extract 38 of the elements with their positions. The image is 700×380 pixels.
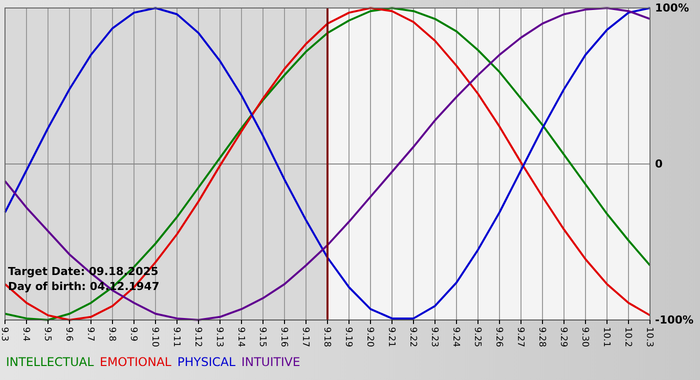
x-tick-label: 9.23 [428,327,439,348]
x-tick-label: 9.28 [536,327,546,348]
x-tick-label: 9.15 [256,327,267,348]
x-tick-label: 9.16 [278,327,288,348]
x-tick-label: 9.9 [128,327,138,342]
x-tick-label: 10.3 [644,327,654,348]
x-tick-label: 9.26 [493,327,504,348]
x-tick-label: 10.1 [600,327,611,348]
text: EMOTIONAL [100,355,172,369]
x-tick-label: 9.6 [63,327,74,342]
text: INTELLECTUAL [6,355,94,369]
y-tick-label: 100% [655,2,689,15]
y-tick-label: -100% [655,314,694,327]
x-tick-label: 9.3 [0,327,9,342]
x-tick-label: 9.7 [84,327,95,342]
x-tick-label: 9.10 [149,327,160,348]
x-tick-label: 9.11 [170,327,181,348]
x-tick-label: 9.12 [192,327,202,348]
x-tick-label: 9.22 [407,327,418,348]
x-tick-label: 9.20 [364,327,374,348]
x-tick-label: 9.25 [472,327,482,348]
text: INTUITIVE [241,355,300,369]
x-tick-label: 9.4 [20,327,30,342]
text: PHYSICAL [177,355,236,369]
y-tick-label: 0 [655,158,663,171]
x-tick-label: 9.18 [321,327,332,348]
x-tick-label: 9.30 [579,327,590,348]
x-tick-label: 9.29 [558,327,568,348]
x-tick-label: 9.21 [386,327,396,348]
x-tick-label: 9.27 [514,327,525,348]
x-tick-label: 9.24 [450,327,460,348]
x-tick-label: 9.8 [106,327,116,342]
x-tick-label: 9.19 [342,327,353,348]
x-tick-label: 10.2 [622,327,632,348]
x-tick-label: 9.17 [300,327,310,348]
x-tick-label: 9.5 [42,327,52,342]
x-tick-label: 9.14 [235,327,246,348]
x-tick-label: 9.13 [214,327,224,348]
